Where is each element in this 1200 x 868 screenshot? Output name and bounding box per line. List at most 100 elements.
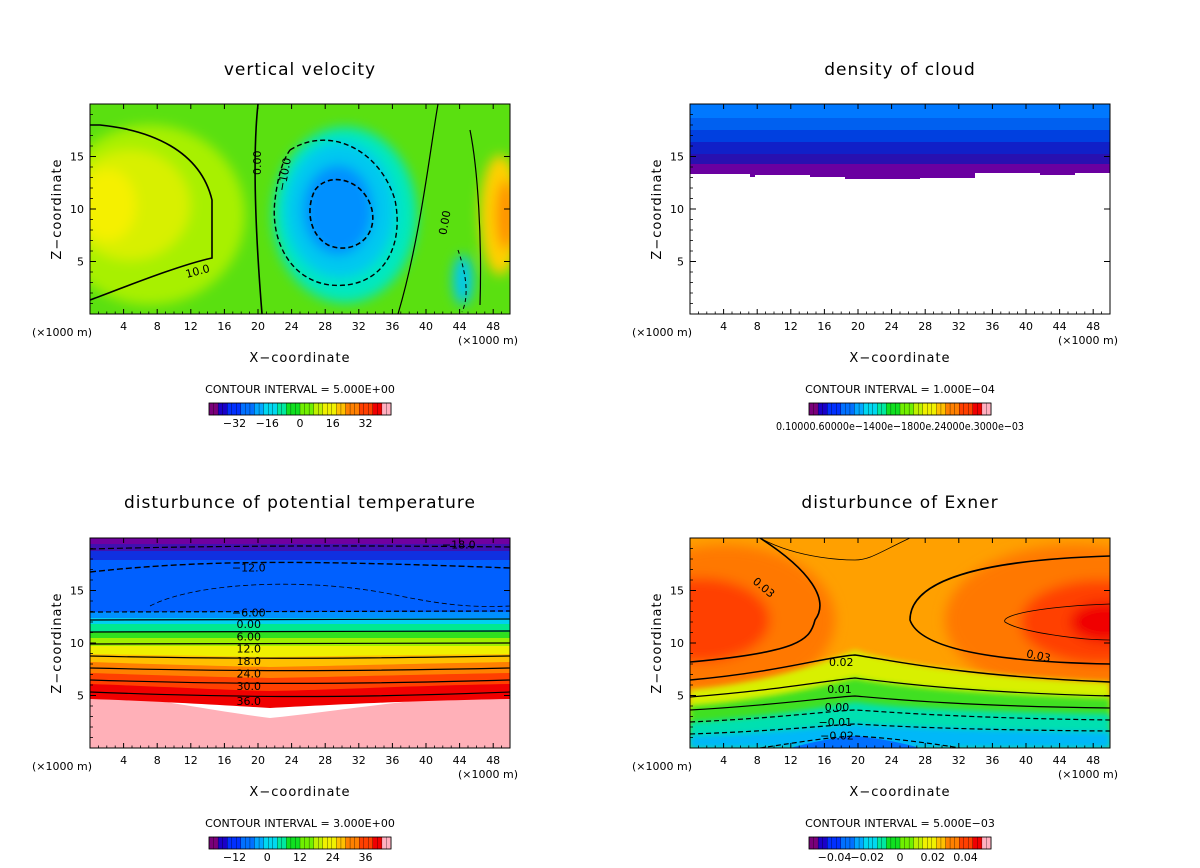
colorbar-cell	[813, 402, 819, 416]
x-tick-label: 16	[217, 754, 231, 767]
x-tick-label: 4	[720, 320, 727, 333]
colorbar-cell	[877, 836, 883, 850]
x-tick-label: 32	[952, 754, 966, 767]
x-unit-left: (×1000 m)	[632, 326, 692, 339]
colorbar-cell	[231, 402, 237, 416]
contour-label: −12.0	[232, 561, 266, 574]
colorbar-cell	[254, 402, 260, 416]
colorbar-cell	[313, 836, 319, 850]
colorbar-cell	[290, 836, 296, 850]
colorbar-cell	[922, 402, 928, 416]
y-axis-label: Z−coordinate	[50, 592, 65, 693]
contour-label: 18.0	[237, 655, 262, 668]
colorbar-cell	[327, 402, 333, 416]
x-unit-right: (×1000 m)	[458, 768, 518, 781]
colorbar-cell	[918, 402, 924, 416]
x-tick-label: 24	[285, 320, 299, 333]
colorbar-cell	[267, 836, 274, 850]
colorbar-cell	[304, 836, 310, 850]
colorbar-cell	[295, 836, 301, 850]
y-tick-label: 5	[677, 256, 684, 269]
colorbar-cell	[949, 836, 956, 850]
contour-label-text: 0.01	[827, 683, 852, 696]
x-tick-label: 32	[352, 320, 366, 333]
contour-label: 10.0	[184, 262, 211, 281]
x-tick-label: 36	[385, 754, 399, 767]
chart-title: density of cloud	[824, 60, 976, 80]
colorbar	[808, 402, 992, 416]
colorbar-cell	[849, 402, 855, 416]
x-unit-right: (×1000 m)	[1058, 768, 1118, 781]
contour-label-text: −18.0	[442, 538, 476, 551]
colorbar-cell	[327, 836, 333, 850]
colorbar-cell	[899, 836, 905, 850]
plot-field	[90, 538, 510, 748]
panel-exner: disturbunce of Exner	[632, 493, 1118, 864]
colorbar-cell	[386, 402, 392, 416]
contour-label: −0.02	[820, 729, 854, 742]
colorbar-cell	[299, 836, 305, 850]
contour-label-text: 0.00	[237, 618, 262, 631]
contour-label: 0.00	[436, 210, 453, 236]
colorbar-cell	[845, 402, 851, 416]
colorbar-tick-label: −16	[256, 417, 279, 430]
x-tick-label: 12	[784, 754, 798, 767]
colorbar-cell	[372, 402, 378, 416]
colorbar-cell	[945, 402, 951, 416]
contour-label: −6.00	[232, 607, 266, 620]
contour-label: 6.00	[237, 631, 262, 644]
x-tick-label: 20	[251, 320, 265, 333]
contour-interval: CONTOUR INTERVAL = 3.000E+00	[205, 817, 395, 830]
contour-label: −18.0	[442, 538, 476, 551]
colorbar-tick-label: 0	[297, 417, 304, 430]
contour-label-text: −12.0	[232, 561, 266, 574]
colorbar-cell	[358, 402, 365, 416]
colorbar-cell	[381, 402, 387, 416]
colorbar-tick-label: 24	[326, 851, 340, 864]
colorbar-cell	[267, 402, 274, 416]
contour-label: 0.00	[237, 618, 262, 631]
x-tick-label: 8	[154, 320, 161, 333]
contour-interval: CONTOUR INTERVAL = 5.000E+00	[205, 383, 395, 396]
colorbar-cell	[808, 836, 814, 850]
colorbar-cell	[858, 836, 865, 850]
colorbar-cell	[227, 836, 233, 850]
colorbar-cell	[331, 402, 337, 416]
y-tick-label: 5	[77, 690, 84, 703]
contour-label-text: 10.0	[184, 262, 211, 281]
x-tick-label: 28	[918, 754, 932, 767]
contour-label-text: 0.02	[829, 656, 854, 669]
contour-label: 24.0	[237, 667, 262, 680]
colorbar-cell	[872, 836, 878, 850]
colorbar-cell	[213, 402, 219, 416]
colorbar-cell	[263, 402, 269, 416]
colorbar-cell	[318, 402, 324, 416]
colorbar-cell	[281, 402, 287, 416]
colorbar-tick-label: 32	[359, 417, 373, 430]
y-tick-label: 15	[70, 151, 84, 164]
x-tick-label: 36	[985, 320, 999, 333]
contour-labels: 0.00 −10.0 10.0 0.00	[184, 151, 453, 281]
y-axis-label: Z−coordinate	[50, 158, 65, 259]
colorbar-frame	[208, 402, 392, 416]
colorbar-tick-label: −0.04	[818, 851, 852, 864]
colorbar-cell	[322, 836, 328, 850]
x-tick-label: 48	[1086, 754, 1100, 767]
colorbar-cell	[386, 836, 392, 850]
colorbar-tick-label: 0	[264, 851, 271, 864]
contour-label: 12.0	[237, 642, 262, 655]
colorbar-cell	[336, 402, 342, 416]
y-tick-label: 10	[670, 203, 684, 216]
colorbar-cell	[258, 402, 265, 416]
panel-vertical-velocity: vertical velocity 0.00 −10.0 10.0 0.00	[32, 60, 518, 430]
colorbar-cell	[236, 836, 242, 850]
colorbar-cell	[831, 402, 837, 416]
contour-interval: CONTOUR INTERVAL = 1.000E−04	[805, 383, 995, 396]
colorbar-cell	[940, 836, 946, 850]
x-tick-label: 4	[120, 754, 127, 767]
colorbar-frame	[808, 402, 992, 416]
colorbar-cell	[254, 836, 260, 850]
contour-label-text: 0.03	[1025, 647, 1052, 665]
colorbar-cell	[977, 402, 983, 416]
